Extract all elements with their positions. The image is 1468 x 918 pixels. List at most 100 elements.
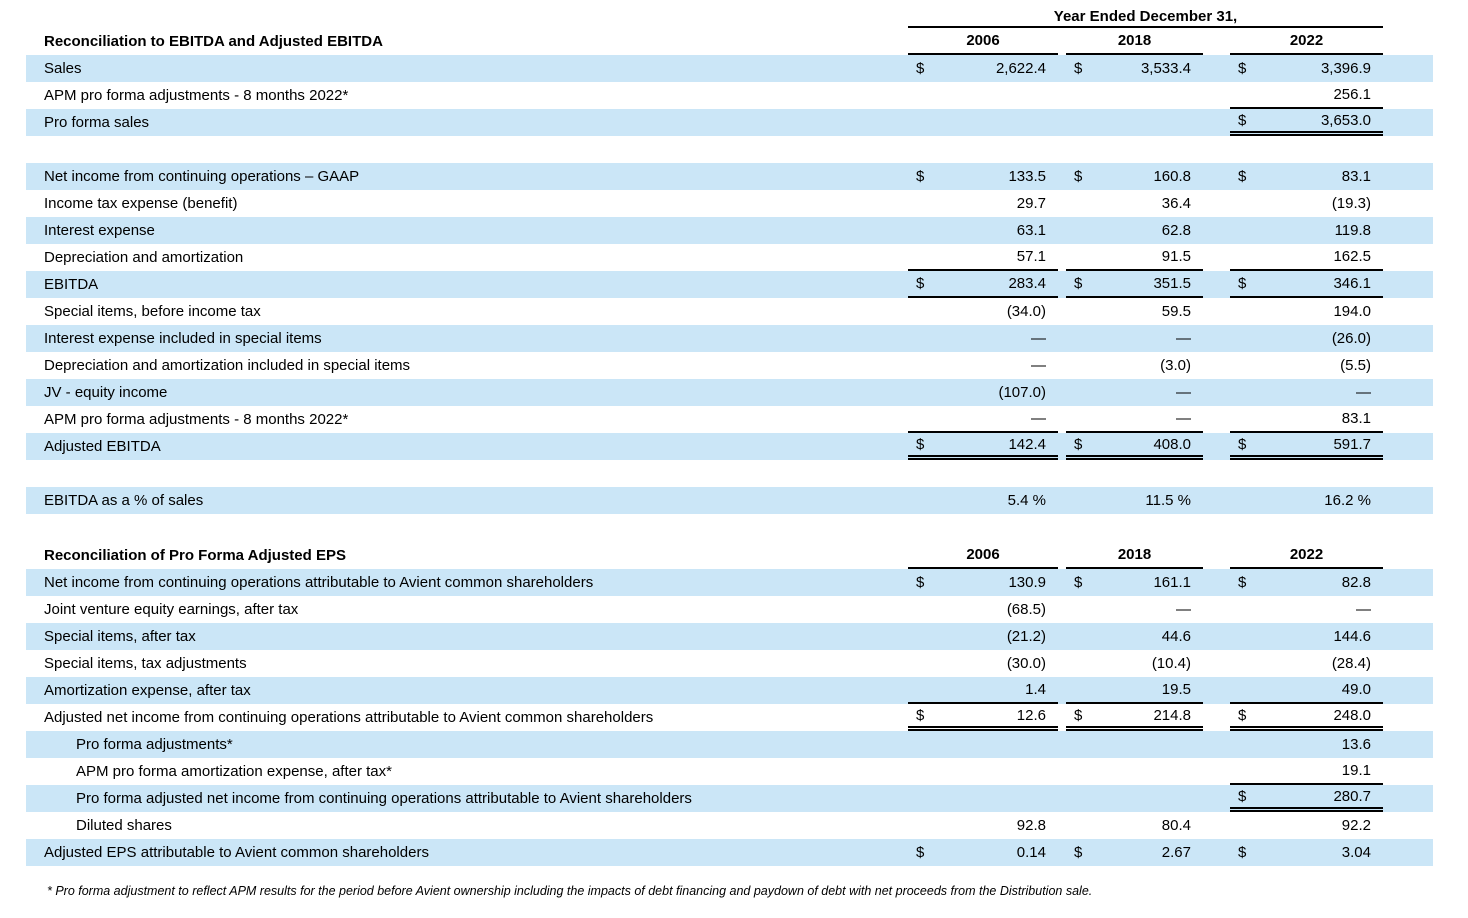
currency-symbol: $ bbox=[1238, 168, 1247, 185]
column-gap bbox=[1203, 569, 1230, 596]
row-label: Interest expense included in special ite… bbox=[44, 330, 322, 347]
row-label: Pro forma adjusted net income from conti… bbox=[76, 790, 692, 807]
cell-value: — bbox=[1031, 410, 1046, 427]
row-label: JV - equity income bbox=[44, 384, 168, 401]
row-trailing-space bbox=[1383, 812, 1433, 839]
cell-value: 3,533.4 bbox=[1140, 60, 1191, 77]
year-cell-group bbox=[1066, 109, 1203, 136]
cell-value: — bbox=[1176, 330, 1191, 347]
cell-value: 160.8 bbox=[1153, 168, 1191, 185]
table-header-years-row: Reconciliation to EBITDA and Adjusted EB… bbox=[26, 28, 1433, 55]
cell-value: (19.3) bbox=[1331, 195, 1371, 212]
currency-symbol: $ bbox=[1074, 435, 1083, 453]
currency-symbol: $ bbox=[1074, 844, 1083, 861]
cell-value: 57.1 bbox=[1016, 248, 1046, 265]
cell-value: 49.0 bbox=[1341, 681, 1371, 698]
row-trailing-space bbox=[1383, 406, 1433, 433]
row-trailing-space bbox=[1383, 217, 1433, 244]
row-trailing-space bbox=[1383, 487, 1433, 514]
table-row: Net income from continuing operations – … bbox=[26, 163, 1433, 190]
row-trailing-space bbox=[1383, 244, 1433, 271]
cell-value: 214.8 bbox=[1153, 706, 1191, 724]
column-gap bbox=[1058, 731, 1066, 758]
row-trailing-space bbox=[1383, 325, 1433, 352]
row-label: Pro forma sales bbox=[44, 114, 150, 131]
column-gap bbox=[1203, 785, 1230, 812]
row-trailing-space bbox=[1383, 4, 1433, 28]
row-label: Joint venture equity earnings, after tax bbox=[44, 601, 299, 618]
year-cell-group: $160.8 bbox=[1066, 163, 1203, 190]
cell-value: 3,653.0 bbox=[1320, 111, 1371, 129]
column-gap bbox=[1058, 487, 1066, 514]
financial-report-page: Year Ended December 31, Reconciliation to… bbox=[26, 4, 1433, 898]
cell-value: (21.2) bbox=[1006, 628, 1046, 645]
column-gap bbox=[1203, 406, 1230, 433]
cell-value: 80.4 bbox=[1161, 817, 1191, 834]
year-cell-group: (28.4) bbox=[1230, 650, 1383, 677]
column-gap bbox=[1203, 433, 1230, 460]
footnote: * Pro forma adjustment to reflect APM re… bbox=[47, 884, 1093, 898]
year-cell-group: 83.1 bbox=[1230, 406, 1383, 433]
year-cell-group: (68.5) bbox=[908, 596, 1058, 623]
year-cell-group: — bbox=[1066, 325, 1203, 352]
row-trailing-space bbox=[1383, 596, 1433, 623]
year-cell-group: (26.0) bbox=[1230, 325, 1383, 352]
table-header-years-row: Reconciliation of Pro Forma Adjusted EPS… bbox=[26, 542, 1433, 569]
row-label: Sales bbox=[44, 60, 82, 77]
currency-symbol: $ bbox=[916, 60, 925, 77]
table-title: Reconciliation to EBITDA and Adjusted EB… bbox=[44, 33, 383, 50]
row-label: Interest expense bbox=[44, 222, 155, 239]
cell-value: 194.0 bbox=[1333, 303, 1371, 320]
cell-value: — bbox=[1356, 601, 1371, 618]
table-row: Special items, before income tax (34.0) 59… bbox=[26, 298, 1433, 325]
cell-value: (107.0) bbox=[998, 384, 1046, 401]
cell-value: 83.1 bbox=[1341, 410, 1371, 427]
year-cell-group: 19.5 bbox=[1066, 677, 1203, 704]
column-gap bbox=[1203, 298, 1230, 325]
cell-value: — bbox=[1031, 357, 1046, 374]
table-row: APM pro forma amortization expense, afte… bbox=[26, 758, 1433, 785]
year-cell-group bbox=[908, 82, 1058, 109]
cell-value: 19.1 bbox=[1341, 762, 1371, 779]
table-row: Interest expense included in special ite… bbox=[26, 325, 1433, 352]
year-cell-group: 162.5 bbox=[1230, 244, 1383, 271]
column-gap bbox=[1058, 433, 1066, 460]
year-cell-group: 19.1 bbox=[1230, 758, 1383, 785]
eps-reconciliation-table: Reconciliation of Pro Forma Adjusted EPS… bbox=[26, 542, 1433, 866]
row-label: EBITDA as a % of sales bbox=[44, 492, 204, 509]
year-cell-group: 49.0 bbox=[1230, 677, 1383, 704]
column-gap bbox=[1058, 55, 1066, 82]
cell-value: 162.5 bbox=[1333, 248, 1371, 265]
year-cell-group: (21.2) bbox=[908, 623, 1058, 650]
year-cell-group: 144.6 bbox=[1230, 623, 1383, 650]
currency-symbol: $ bbox=[1238, 275, 1247, 292]
year-cell-group: — bbox=[1230, 596, 1383, 623]
cell-value: 283.4 bbox=[1008, 275, 1046, 292]
column-gap bbox=[1058, 569, 1066, 596]
column-gap bbox=[1203, 82, 1230, 109]
cell-value: 2,622.4 bbox=[995, 60, 1046, 77]
year-cell-group bbox=[908, 731, 1058, 758]
column-gap bbox=[1058, 785, 1066, 812]
year-cell-group: $82.8 bbox=[1230, 569, 1383, 596]
row-trailing-space bbox=[1383, 352, 1433, 379]
cell-value: 351.5 bbox=[1153, 275, 1191, 292]
column-gap bbox=[1203, 650, 1230, 677]
year-cell-group: $133.5 bbox=[908, 163, 1058, 190]
table-row: Joint venture equity earnings, after tax… bbox=[26, 596, 1433, 623]
row-trailing-space bbox=[1383, 758, 1433, 785]
currency-symbol: $ bbox=[1074, 275, 1083, 292]
cell-value: 29.7 bbox=[1016, 195, 1046, 212]
table-row: Pro forma sales $3,653.0 bbox=[26, 109, 1433, 136]
row-spacer bbox=[26, 460, 1433, 487]
column-header-year: 2022 bbox=[1230, 28, 1383, 55]
column-gap bbox=[1058, 704, 1066, 731]
year-cell-group: $248.0 bbox=[1230, 704, 1383, 731]
cell-value: 82.8 bbox=[1341, 574, 1371, 591]
cell-value: — bbox=[1176, 410, 1191, 427]
year-cell-group: $142.4 bbox=[908, 433, 1058, 460]
table-row: Diluted shares 92.8 80.4 92.2 bbox=[26, 812, 1433, 839]
cell-value: 91.5 bbox=[1161, 248, 1191, 265]
row-trailing-space bbox=[1383, 785, 1433, 812]
year-cell-group bbox=[908, 785, 1058, 812]
